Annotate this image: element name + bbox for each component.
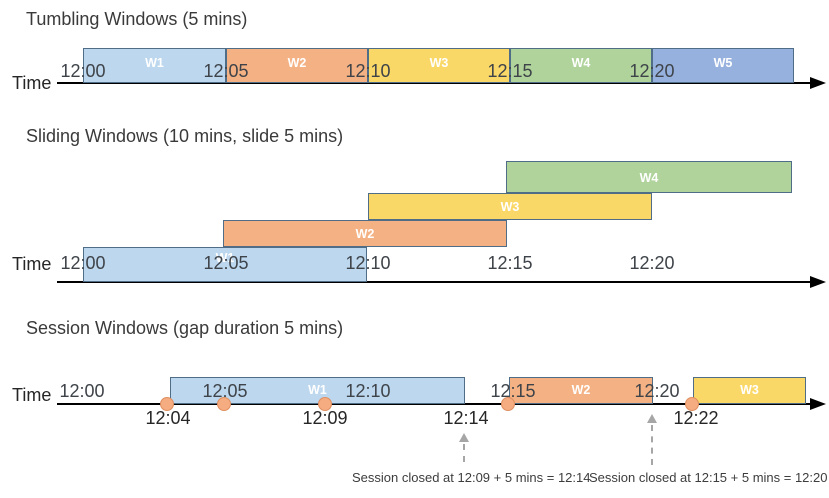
tumbling-axis-arrowhead-icon [810, 77, 826, 89]
session-window-w3: W3 [693, 377, 806, 404]
session-close-arrow [459, 433, 469, 462]
sliding-tick-label: 12:10 [345, 253, 391, 273]
session-tick-label: 12:15 [490, 381, 536, 401]
sliding-time-axis-label: Time [12, 254, 52, 274]
tumbling-window-label-w3: W3 [429, 56, 449, 70]
session-window-w2: W2 [509, 377, 653, 404]
tumbling-window-w5: W5 [652, 48, 794, 83]
event-dot [217, 397, 231, 411]
sliding-window-label-w2: W2 [355, 227, 375, 241]
tumbling-window-w4: W4 [510, 48, 652, 83]
sliding-time-axis-line [57, 281, 812, 283]
sliding-window-label-w1: W1 [215, 251, 235, 265]
event-dot [501, 397, 515, 411]
event-time-label: 12:04 [145, 408, 191, 428]
sliding-axis-arrowhead-icon [810, 276, 826, 288]
session-tick-label: 12:00 [59, 381, 105, 401]
sliding-tick-label: 12:05 [203, 253, 249, 273]
event-time-label: 12:14 [443, 408, 489, 428]
tumbling-window-label-w5: W5 [713, 56, 733, 70]
sliding-window-w1: W1 [83, 247, 367, 282]
event-time-label: 12:22 [673, 408, 719, 428]
session-window-label-w3: W3 [740, 383, 759, 397]
tumbling-window-label-w1: W1 [145, 56, 164, 70]
session-close-annotation: Session closed at 12:15 + 5 mins = 12:20 [589, 470, 828, 485]
arrow-dashed-stem [651, 425, 653, 465]
event-dot [160, 397, 174, 411]
sliding-section-title: Sliding Windows (10 mins, slide 5 mins) [26, 126, 344, 146]
tumbling-tick-label: 12:20 [629, 61, 675, 81]
tumbling-window-w2: W2 [226, 48, 368, 83]
arrow-up-icon [647, 414, 657, 423]
event-time-label: 12:09 [302, 408, 348, 428]
sliding-tick-label: 12:00 [60, 253, 106, 273]
sliding-tick-label: 12:15 [487, 253, 533, 273]
sliding-window-w4: W4 [506, 161, 792, 193]
session-time-axis-label: Time [12, 385, 52, 405]
session-close-arrow [647, 414, 657, 465]
session-tick-label: 12:20 [634, 381, 680, 401]
tumbling-tick-label: 12:10 [345, 61, 391, 81]
session-axis-arrowhead-icon [810, 398, 826, 410]
tumbling-tick-label: 12:05 [203, 61, 249, 81]
event-dot [685, 397, 699, 411]
tumbling-time-axis-line [57, 82, 812, 84]
tumbling-tick-label: 12:15 [487, 61, 533, 81]
tumbling-tick-label: 12:00 [60, 61, 106, 81]
session-tick-label: 12:05 [202, 381, 248, 401]
tumbling-window-label-w4: W4 [571, 56, 591, 70]
session-close-annotation: Session closed at 12:09 + 5 mins = 12:14 [352, 470, 591, 485]
sliding-window-label-w3: W3 [500, 200, 520, 214]
tumbling-window-w3: W3 [368, 48, 510, 83]
event-dot [318, 397, 332, 411]
sliding-window-label-w4: W4 [639, 171, 659, 185]
session-time-axis-line [57, 403, 812, 405]
arrow-dashed-stem [463, 444, 465, 462]
sliding-window-w3: W3 [368, 193, 652, 220]
session-tick-label: 12:10 [345, 381, 391, 401]
session-window-label-w2: W2 [571, 383, 591, 397]
tumbling-section-title: Tumbling Windows (5 mins) [26, 9, 248, 29]
tumbling-time-axis-label: Time [12, 73, 52, 93]
session-section-title: Session Windows (gap duration 5 mins) [26, 318, 344, 338]
sliding-window-w2: W2 [223, 220, 507, 247]
sliding-tick-label: 12:20 [629, 253, 675, 273]
tumbling-window-label-w2: W2 [287, 56, 307, 70]
tumbling-window-w1: W1 [83, 48, 226, 83]
session-window-label-w1: W1 [308, 383, 327, 397]
arrow-up-icon [459, 433, 469, 442]
